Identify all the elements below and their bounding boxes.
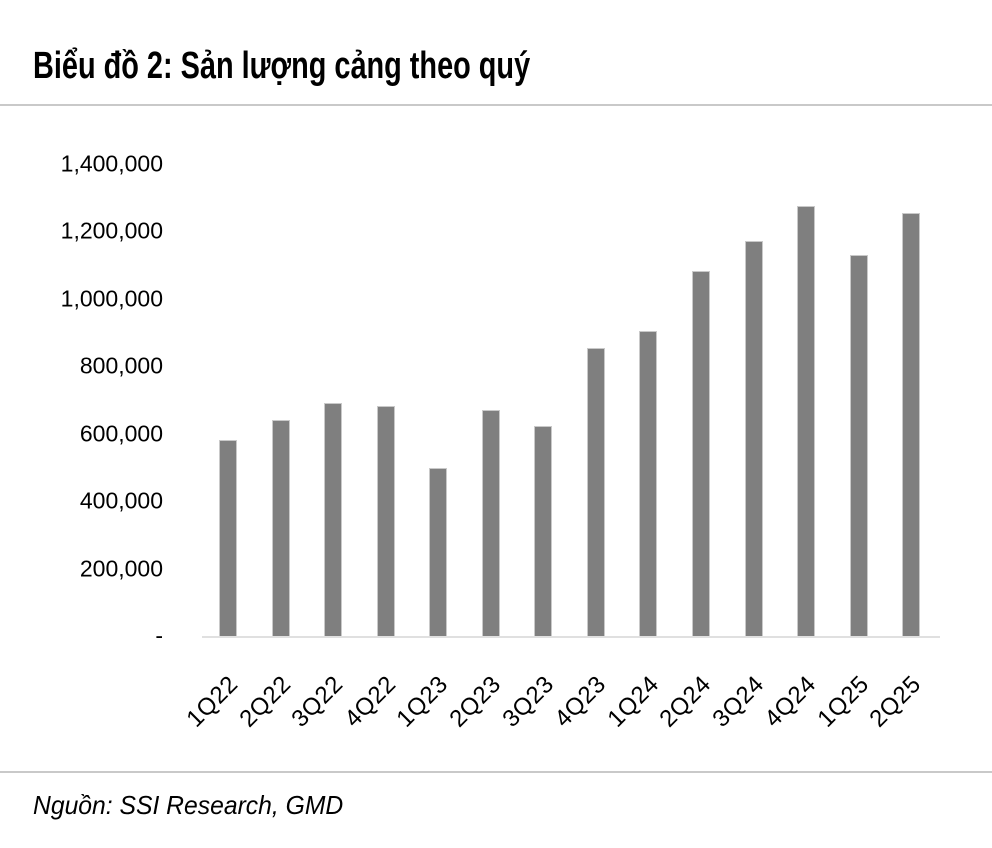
bar-4q23 — [587, 348, 605, 637]
y-axis-label: 400,000 — [79, 487, 163, 514]
x-axis-label: 4Q24 — [759, 670, 822, 733]
x-axis-label: 2Q25 — [864, 670, 927, 733]
y-axis: - 200,000 400,000 600,000 800,000 1,000,000 1,… — [0, 0, 163, 760]
x-axis-line — [202, 636, 940, 638]
bar-2q25 — [902, 213, 920, 637]
x-axis-label: 2Q24 — [654, 670, 717, 733]
bar-1q23 — [429, 468, 447, 637]
y-axis-label: 1,000,000 — [60, 285, 163, 311]
x-axis-label: 3Q23 — [496, 670, 559, 733]
bar-1q25 — [850, 255, 868, 637]
source-note: Nguồn: SSI Research, GMD — [33, 790, 344, 820]
bar-3q24 — [745, 241, 763, 637]
y-axis-label: 600,000 — [79, 420, 163, 446]
x-axis-label: 1Q24 — [602, 670, 665, 733]
chart-title: Biểu đồ 2: Sản lượng cảng theo quý — [33, 45, 531, 87]
x-axis-label: 4Q23 — [549, 670, 612, 733]
bar-2q24 — [692, 271, 710, 637]
x-axis-label: 1Q22 — [181, 670, 244, 733]
bar-1q22 — [219, 440, 237, 637]
bar-2q23 — [482, 410, 500, 637]
x-axis-label: 1Q23 — [391, 670, 454, 733]
y-axis-label: 200,000 — [79, 555, 163, 581]
top-divider — [0, 104, 992, 106]
bar-3q22 — [324, 403, 342, 637]
bar-1q24 — [639, 331, 657, 637]
x-axis-label: 4Q22 — [339, 670, 402, 733]
x-axis-label: 2Q22 — [234, 670, 297, 733]
y-axis-label: 1,400,000 — [60, 150, 163, 176]
y-axis-label: 800,000 — [79, 352, 163, 379]
bottom-divider — [0, 771, 992, 773]
x-axis-label: 2Q23 — [444, 670, 507, 733]
x-axis-label: 1Q25 — [812, 670, 875, 733]
bar-4q24 — [797, 206, 815, 637]
x-axis-label: 3Q22 — [286, 670, 349, 733]
x-axis-label: 3Q24 — [707, 670, 770, 733]
y-axis-label: - — [155, 622, 163, 649]
bar-2q22 — [272, 420, 290, 637]
bar-3q23 — [534, 426, 552, 637]
y-axis-label: 1,200,000 — [60, 217, 163, 244]
bar-4q22 — [377, 406, 395, 637]
